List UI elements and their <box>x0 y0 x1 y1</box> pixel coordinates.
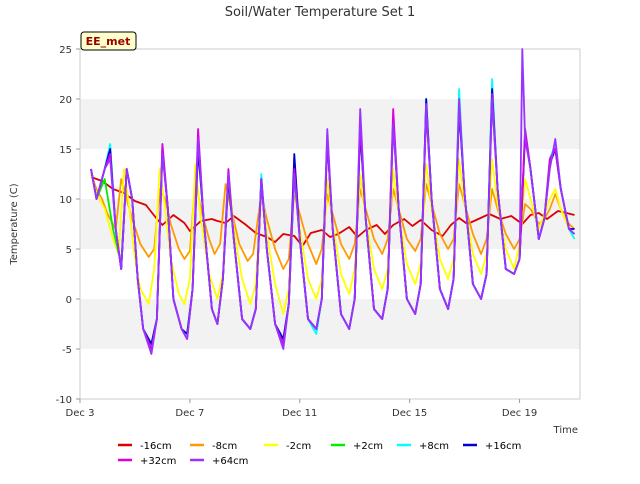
grid-band <box>80 49 580 99</box>
series-line-minus2cm <box>90 158 576 315</box>
grid-bands <box>80 49 580 399</box>
legend-label: -16cm <box>140 441 172 452</box>
y-tick-label: 10 <box>59 195 72 206</box>
x-tick-label: Dec 19 <box>502 408 537 419</box>
legend-label: -2cm <box>286 441 311 452</box>
legend-label: +64cm <box>212 456 248 467</box>
legend: -16cm -8cm -2cm +2cm +8cm +16cm +32cm +64cm <box>118 441 521 467</box>
y-tick-label: 20 <box>59 95 72 106</box>
x-axis-label: Time <box>553 425 578 436</box>
x-tick-label: Dec 7 <box>175 408 204 419</box>
chart-title: Soil/Water Temperature Set 1 <box>225 5 416 20</box>
legend-label: +8cm <box>419 441 449 452</box>
plot-area <box>79 48 581 400</box>
x-tick-label: Dec 15 <box>392 408 427 419</box>
y-tick-label: 15 <box>59 145 72 156</box>
legend-label: +2cm <box>353 441 383 452</box>
y-axis-label: Temperature (C) <box>9 183 20 265</box>
y-tick-label: -10 <box>56 395 72 406</box>
series-layer <box>90 48 576 355</box>
y-tick-label: -5 <box>62 345 72 356</box>
y-tick-label: 5 <box>66 245 72 256</box>
grid-band <box>80 249 580 299</box>
station-label: EE_met <box>86 35 131 48</box>
series-line-plus64cm <box>90 48 576 355</box>
y-tick-label: 25 <box>59 45 72 56</box>
grid-band <box>80 349 580 399</box>
x-tick-label: Dec 11 <box>282 408 317 419</box>
legend-label: +32cm <box>140 456 176 467</box>
legend-label: +16cm <box>485 441 521 452</box>
y-tick-label: 0 <box>66 295 72 306</box>
legend-label: -8cm <box>212 441 237 452</box>
station-label-badge: EE_met <box>80 31 137 51</box>
y-axis-ticks: -10 -5 0 5 10 15 20 25 <box>56 45 80 406</box>
grid-band <box>80 299 580 349</box>
grid-band <box>80 99 580 149</box>
x-tick-label: Dec 3 <box>66 408 95 419</box>
x-axis-ticks: Dec 3 Dec 7 Dec 11 Dec 15 Dec 19 <box>66 399 537 419</box>
